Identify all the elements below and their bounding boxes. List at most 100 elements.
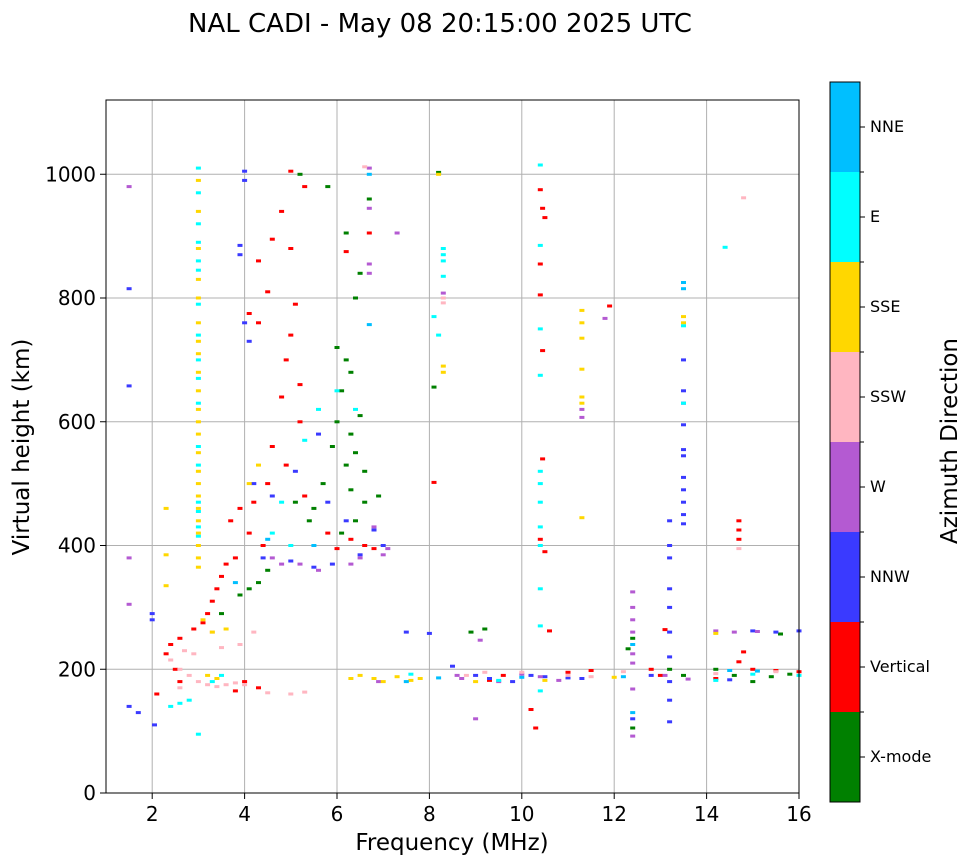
- data-point: [334, 547, 340, 551]
- data-point: [265, 537, 271, 541]
- data-point: [731, 630, 737, 634]
- data-point: [667, 587, 673, 591]
- data-point: [607, 304, 613, 308]
- data-point: [311, 565, 317, 569]
- data-point: [727, 669, 733, 672]
- data-point: [260, 556, 266, 560]
- data-point: [482, 670, 488, 674]
- data-point: [440, 364, 446, 368]
- data-point: [681, 315, 686, 319]
- data-point: [288, 169, 294, 173]
- data-point: [195, 339, 201, 343]
- data-point: [334, 346, 340, 349]
- data-point: [219, 574, 224, 578]
- data-point: [537, 243, 543, 247]
- data-point: [463, 673, 469, 677]
- data-point: [630, 605, 636, 609]
- data-point: [256, 686, 261, 690]
- data-point: [191, 627, 197, 631]
- data-point: [630, 643, 636, 646]
- data-point: [473, 673, 479, 677]
- data-point: [195, 191, 201, 195]
- data-point: [195, 376, 201, 380]
- data-point: [362, 469, 368, 473]
- data-point: [510, 680, 516, 684]
- data-point: [542, 678, 548, 682]
- colorbar-segment: [830, 172, 860, 262]
- y-axis: 0 200 400 600 800 1000: [45, 162, 106, 805]
- data-point: [269, 531, 275, 535]
- data-point: [537, 373, 543, 377]
- data-point: [630, 661, 636, 665]
- data-point: [380, 544, 386, 547]
- data-point: [667, 667, 673, 671]
- data-point: [256, 321, 261, 325]
- data-point: [681, 448, 686, 452]
- data-point: [537, 525, 543, 529]
- data-point: [348, 370, 354, 374]
- data-point: [195, 463, 201, 467]
- data-point: [741, 196, 747, 200]
- data-point: [542, 550, 548, 554]
- data-point: [246, 312, 252, 315]
- data-point: [487, 677, 492, 680]
- data-point: [292, 469, 298, 473]
- data-point: [348, 488, 354, 492]
- data-point: [579, 308, 585, 312]
- data-point: [602, 316, 608, 320]
- data-point: [579, 407, 585, 411]
- data-point: [292, 302, 298, 306]
- data-point: [630, 687, 636, 691]
- data-point: [311, 544, 317, 547]
- data-point: [630, 636, 636, 640]
- colorbar-segment: [830, 442, 860, 532]
- data-point: [195, 500, 201, 504]
- data-point: [500, 673, 506, 677]
- chart-title: NAL CADI - May 08 20:15:00 2025 UTC: [188, 9, 692, 39]
- data-point: [195, 333, 201, 337]
- data-point: [191, 652, 197, 656]
- data-point: [376, 680, 382, 684]
- data-point: [519, 675, 525, 679]
- data-point: [209, 630, 215, 634]
- data-point: [588, 669, 594, 672]
- data-point: [325, 500, 331, 504]
- data-point: [537, 537, 543, 541]
- data-point: [362, 165, 368, 169]
- data-point: [195, 222, 201, 226]
- data-point: [588, 675, 594, 679]
- data-point: [426, 631, 432, 635]
- data-point: [163, 553, 169, 557]
- data-point: [681, 358, 686, 362]
- data-point: [163, 652, 169, 656]
- data-point: [177, 636, 183, 640]
- data-point: [195, 302, 201, 306]
- data-point: [630, 590, 636, 594]
- data-point: [366, 172, 372, 176]
- data-point: [620, 675, 626, 679]
- data-point: [260, 544, 266, 547]
- data-point: [343, 519, 349, 523]
- data-point: [283, 463, 289, 467]
- data-point: [713, 672, 719, 676]
- data-point: [195, 259, 201, 263]
- data-point: [246, 531, 252, 535]
- data-point: [537, 689, 543, 693]
- data-point: [205, 673, 211, 677]
- data-point: [320, 482, 326, 486]
- data-point: [177, 701, 183, 705]
- data-point: [366, 206, 372, 210]
- data-point: [362, 500, 368, 504]
- y-tick-label: 200: [58, 657, 96, 681]
- data-point: [468, 630, 474, 634]
- data-point: [343, 250, 349, 254]
- data-point: [741, 650, 747, 654]
- data-point: [380, 680, 386, 684]
- data-point: [195, 519, 201, 523]
- data-point: [297, 562, 303, 566]
- data-point: [126, 556, 132, 560]
- data-point: [579, 415, 585, 419]
- data-point: [736, 660, 742, 664]
- data-point: [306, 519, 312, 523]
- data-point: [195, 451, 201, 455]
